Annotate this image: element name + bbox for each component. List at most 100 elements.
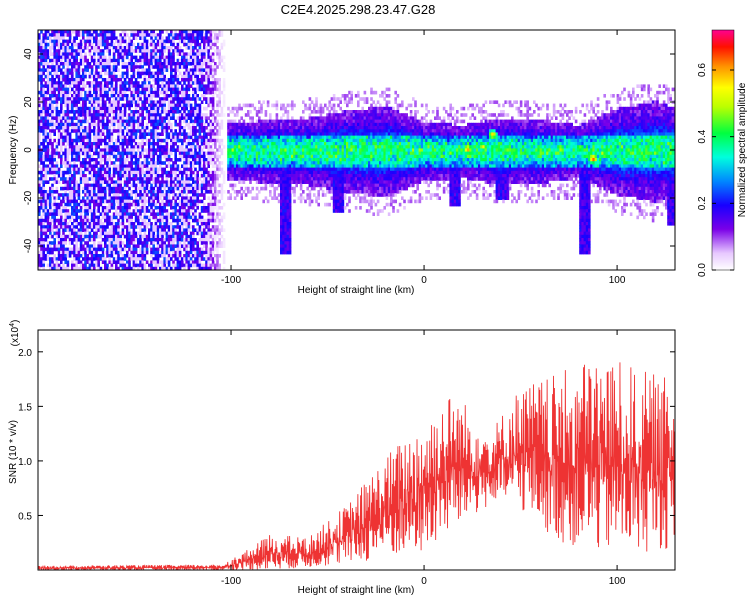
heat-cell <box>132 212 136 216</box>
heat-cell <box>150 103 153 108</box>
heat-cell <box>46 65 50 69</box>
heat-cell <box>97 145 100 149</box>
heat-cell <box>189 145 193 149</box>
heat-cell <box>128 36 131 40</box>
heat-cell <box>108 30 111 34</box>
heat-cell <box>194 132 197 136</box>
heat-cell <box>170 174 173 178</box>
heat-cell <box>145 161 149 165</box>
heat-cell <box>185 170 188 175</box>
heat-cell <box>185 119 188 124</box>
heat-cell <box>159 138 162 143</box>
heat-cell <box>200 68 204 72</box>
heat-cell <box>185 78 188 82</box>
heat-cell <box>77 215 81 220</box>
heat-cell <box>90 36 94 40</box>
heat-cell <box>196 196 199 200</box>
heat-cell <box>58 270 61 274</box>
heat-cell <box>73 228 76 232</box>
heat-cell <box>46 212 50 216</box>
heat-cell <box>110 180 114 184</box>
heat-cell <box>178 100 182 104</box>
heat-cell <box>97 180 100 184</box>
heat-cell <box>88 218 92 223</box>
heat-cell <box>93 46 96 50</box>
heat-cell <box>93 132 96 136</box>
heat-cell <box>121 231 125 236</box>
heat-cell <box>93 257 96 261</box>
heat-cell <box>106 58 109 63</box>
heat-cell <box>97 228 100 232</box>
heat-cell <box>214 164 217 168</box>
heat-cell <box>200 138 204 143</box>
heat-cell <box>51 58 54 63</box>
heat-cell <box>148 110 151 114</box>
heat-cell <box>185 90 188 95</box>
heat-cell <box>156 65 160 69</box>
heat-cell <box>95 81 98 85</box>
heat-cell <box>159 148 162 152</box>
heat-cell <box>97 55 100 60</box>
heat-cell <box>51 177 54 181</box>
heat-cell <box>62 228 65 232</box>
heat-cell <box>137 177 140 181</box>
heat-cell <box>172 247 175 252</box>
heat-cell <box>137 158 140 162</box>
heat-cell <box>117 196 120 200</box>
heat-cell <box>123 170 127 175</box>
heat-cell <box>165 154 169 159</box>
heat-cell <box>165 148 169 152</box>
heat-cell <box>130 39 133 44</box>
heat-cell <box>62 231 65 236</box>
heat-cell <box>203 234 206 239</box>
heat-cell <box>203 263 206 268</box>
heat-cell <box>132 202 136 207</box>
heat-cell <box>84 218 87 223</box>
heat-cell <box>95 250 98 255</box>
heat-cell <box>189 52 193 56</box>
heat-cell <box>84 46 87 50</box>
heat-cell <box>196 266 199 270</box>
heat-cell <box>161 81 164 85</box>
heat-cell <box>145 142 149 146</box>
heat-cell <box>205 119 208 124</box>
heat-cell <box>97 94 100 98</box>
heat-cell <box>49 161 52 165</box>
heat-cell <box>165 231 169 236</box>
heat-cell <box>77 52 81 56</box>
heat-cell <box>216 254 219 258</box>
heat-cell <box>86 190 89 194</box>
heat-cell <box>159 58 162 63</box>
heat-cell <box>189 170 193 175</box>
heat-cell <box>207 225 210 229</box>
heat-cell <box>185 142 188 146</box>
heat-cell <box>106 151 109 156</box>
heat-cell <box>170 46 173 50</box>
heat-cell <box>119 263 122 268</box>
heat-cell <box>165 97 169 101</box>
heat-cell <box>174 36 177 40</box>
heat-cell <box>183 231 186 236</box>
heat-cell <box>161 62 164 66</box>
heat-cell <box>126 177 129 181</box>
heat-cell <box>174 68 177 72</box>
heat-cell <box>86 209 89 213</box>
heat-cell <box>211 212 215 216</box>
heat-cell <box>185 103 188 108</box>
heat-cell <box>187 199 191 204</box>
heat-cell <box>178 241 182 245</box>
heat-cell <box>165 164 169 168</box>
heat-cell <box>156 122 160 127</box>
heat-cell <box>172 74 175 79</box>
heat-cell <box>165 65 169 69</box>
heat-cell <box>106 180 109 184</box>
heat-cell <box>82 180 85 184</box>
heat-cell <box>161 52 164 56</box>
heat-cell <box>154 116 158 120</box>
heat-cell <box>55 257 59 261</box>
heat-cell <box>189 209 193 213</box>
heat-cell <box>46 241 50 245</box>
heat-cell <box>97 97 100 101</box>
heat-cell <box>176 110 180 114</box>
heat-cell <box>200 254 204 258</box>
